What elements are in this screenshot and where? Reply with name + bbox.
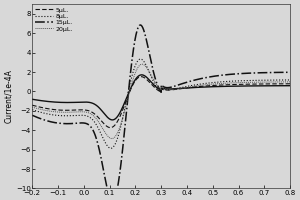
20μL.: [110, 137, 114, 140]
15μL.: [30, 114, 34, 116]
20μL.: [281, 81, 285, 83]
8μL.: [288, 79, 292, 81]
5μL.: [44, 107, 47, 109]
Line: 20μL.: 20μL.: [32, 64, 290, 139]
20μL.: [281, 81, 285, 83]
8μL.: [281, 79, 285, 81]
15μL.: [44, 119, 47, 122]
15μL.: [149, 60, 153, 63]
5μL.: [156, 89, 160, 91]
Y-axis label: Current/1e-4A: Current/1e-4A: [4, 69, 13, 123]
5μL.: [139, 75, 143, 78]
8μL.: [30, 108, 34, 111]
15μL.: [281, 71, 285, 74]
15μL.: [234, 73, 237, 75]
Line: 15μL.: 15μL.: [32, 25, 290, 200]
8μL.: [234, 80, 237, 82]
5μL.: [288, 83, 292, 85]
20μL.: [234, 82, 237, 84]
8μL.: [139, 58, 142, 60]
20μL.: [156, 85, 160, 88]
15μL.: [156, 85, 160, 87]
8μL.: [44, 112, 47, 115]
8μL.: [109, 147, 112, 150]
15μL.: [139, 24, 142, 26]
5μL.: [281, 83, 285, 85]
20μL.: [44, 109, 47, 112]
Legend: 5μL., 8μL., 15μL., 20μL.: 5μL., 8μL., 15μL., 20μL.: [34, 6, 74, 33]
Line: 8μL.: 8μL.: [32, 59, 290, 148]
5μL.: [30, 104, 34, 106]
5μL.: [149, 83, 153, 85]
5μL.: [234, 83, 237, 86]
8μL.: [149, 75, 153, 78]
20μL.: [140, 63, 144, 65]
8μL.: [281, 79, 285, 81]
5μL.: [281, 83, 285, 85]
20μL.: [149, 74, 153, 76]
15μL.: [281, 71, 285, 74]
Line: 5μL.: 5μL.: [32, 77, 290, 128]
20μL.: [288, 81, 292, 83]
15μL.: [288, 71, 292, 73]
5μL.: [109, 126, 112, 129]
20μL.: [30, 106, 34, 108]
8μL.: [156, 88, 160, 90]
